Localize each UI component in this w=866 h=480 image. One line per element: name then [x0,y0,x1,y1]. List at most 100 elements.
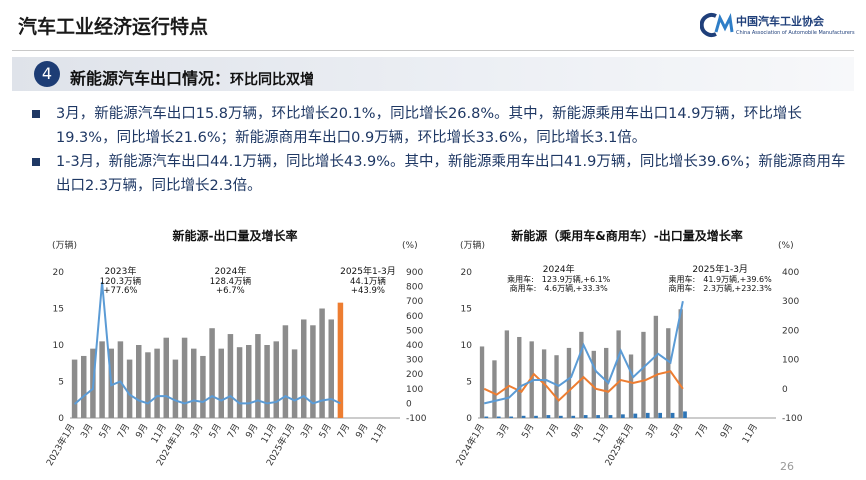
pc-bar [554,355,559,418]
left-tick-label: 0 [466,414,472,424]
right-tick-label: 100 [782,356,799,366]
bar [282,325,289,418]
chart-ne-pc-cv-export: 新能源（乘用车&商用车）-出口量及增长率 (万辆) (%) 0 5 10 15 20 -100 0… [453,228,803,468]
cv-growth-line [483,370,684,402]
bullet-item: 1-3月，新能源汽车出口44.1万辆，同比增长43.9%。其中，新能源乘用车出口… [28,150,848,198]
bar [218,348,224,418]
annotation-title: 2024年 [543,263,575,275]
right-tick-label: 400 [406,341,423,351]
right-tick-label: 700 [406,297,423,307]
left-tick-label: 5 [58,378,64,388]
pc-bar [579,331,584,418]
x-tick-label: 3月 [189,422,206,440]
bullet-item: 3月，新能源汽车出口15.8万辆，环比增长20.1%，同比增长26.8%。其中，… [28,102,848,150]
bar [99,341,105,418]
x-tick-label: 5月 [317,422,334,440]
section-title: 新能源汽车出口情况：环比同比双增 [70,65,314,89]
x-tick-label: 3月 [495,422,512,440]
cv-bar [496,416,501,418]
bar [255,334,261,418]
pc-bar [678,309,683,418]
section-title-sub: 环比同比双增 [230,72,315,88]
cv-bar [633,413,638,418]
left-axis-unit: (万辆) [52,239,77,251]
bar [273,341,279,418]
x-tick-label: 9月 [569,422,586,440]
cv-bar [546,415,551,418]
x-tick-label: 11月 [369,422,389,445]
x-tick-label: 9月 [718,422,735,440]
bar [136,345,142,418]
section-title-main: 新能源汽车出口情况： [70,69,231,88]
pc-growth-line [483,301,684,405]
x-tick-label: 11月 [149,422,169,445]
bar [301,319,307,418]
x-tick-label: 9月 [244,422,261,440]
annotation-line: 44.1万辆 [350,276,386,287]
left-tick-label: 15 [53,305,64,315]
bar [209,328,215,418]
annotation-title: 2024年 [214,265,246,277]
pc-bar [492,360,497,418]
x-tick-label: 5月 [669,422,686,440]
right-tick-label: 300 [782,297,799,307]
bar [117,341,124,418]
bar [126,359,133,418]
bullet-square-icon [32,158,40,166]
bar [227,334,234,418]
pc-bar [641,331,646,418]
annotation-line: 120.3万辆 [100,276,142,287]
bar [181,337,188,418]
cv-bar [670,412,675,418]
right-tick-label: 800 [406,283,423,293]
x-tick-label: 5月 [207,422,224,440]
annotation-title: 2023年 [104,265,136,277]
caam-logo: 中国汽车工业协会 China Association of Automobile… [700,10,855,44]
right-tick-label: 500 [406,326,423,336]
cv-bar [484,416,489,418]
annotation-line: +77.6% [103,286,137,296]
pc-bar [517,336,522,418]
x-tick-label: 9月 [134,422,151,440]
bar [246,345,252,418]
page-number: 26 [780,460,794,473]
annotation-line: 乘用车: 41.9万辆,+39.6% [669,274,773,284]
pc-bar [529,341,534,418]
bar [264,345,270,418]
cv-bar [658,412,663,418]
right-tick-label: 200 [406,370,423,380]
right-tick-label: 600 [406,312,423,322]
left-tick-label: 5 [466,378,472,388]
right-tick-label: 0 [782,385,788,395]
x-tick-label: 11月 [591,422,611,445]
cv-bar [509,416,514,418]
bar [200,355,206,418]
right-tick-label: 0 [406,399,412,409]
bullet-text: 1-3月，新能源汽车出口44.1万辆，同比增长43.9%。其中，新能源乘用车出口… [56,154,846,194]
pc-bar [653,315,659,418]
pc-bar [504,330,510,418]
right-tick-label: 200 [782,326,799,336]
annotation-title: 2025年1-3月 [692,263,748,275]
right-tick-label: -100 [782,414,803,424]
bar [337,302,344,418]
x-tick-label: 3月 [79,422,96,440]
left-tick-label: 20 [53,268,65,278]
chart-ne-export: 新能源-出口量及增长率 (万辆) (%) 0 5 10 15 20 -100 0 100 200 300… [43,228,426,468]
cv-bar [558,415,563,418]
x-tick-label: 3月 [299,422,316,440]
pc-bar [628,354,634,418]
left-tick-label: 10 [53,341,65,351]
header-divider [12,50,854,51]
cv-bar [621,414,625,418]
header: 汽车工业经济运行特点 中国汽车工业协会 China Association of… [0,0,866,52]
growth-line [73,282,341,405]
x-tick-label: 5月 [97,422,114,440]
bullet-square-icon [32,110,40,118]
x-tick-label: 2024年1月 [453,422,487,468]
annotation-line: 乘用车: 123.9万辆,+6.1% [507,274,611,284]
pc-bar [479,346,485,418]
